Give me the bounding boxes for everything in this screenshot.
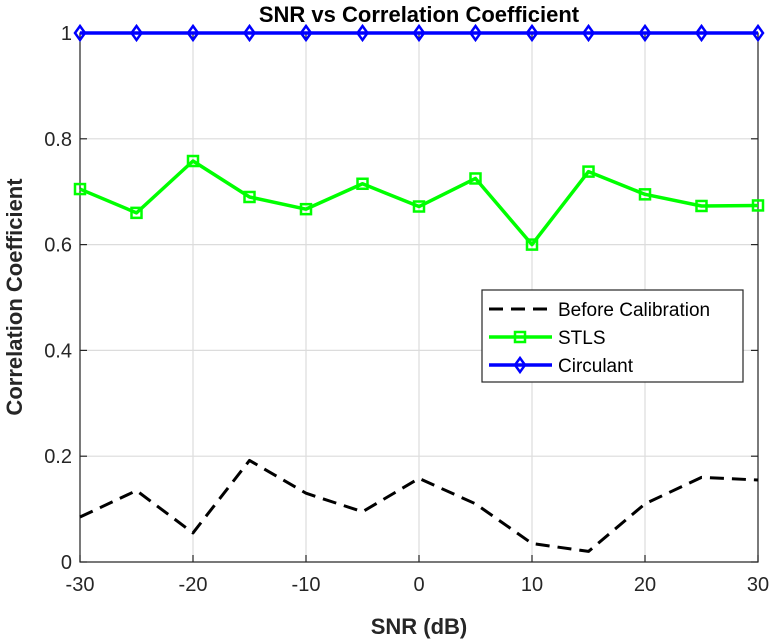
legend-label-stls: STLS xyxy=(558,328,606,349)
data-point-stls xyxy=(243,190,256,204)
data-point-circulant xyxy=(73,23,87,43)
data-point-circulant xyxy=(751,23,765,43)
legend-item-before-calibration: Before Calibration xyxy=(489,300,710,321)
y-tick-label: 0.4 xyxy=(44,340,72,362)
data-point-stls xyxy=(751,199,765,212)
series-circulant xyxy=(73,23,765,43)
series-line-before-calibration xyxy=(79,458,759,553)
x-tick-label: 10 xyxy=(521,574,543,596)
data-point-circulant xyxy=(355,23,370,43)
y-tick-label: 1 xyxy=(61,23,72,45)
legend-label-before-calibration: Before Calibration xyxy=(558,300,710,321)
x-tick-label: 30 xyxy=(747,574,769,596)
series-line-stls xyxy=(79,159,759,247)
legend-label-circulant: Circulant xyxy=(558,356,634,377)
series-group xyxy=(73,23,765,553)
data-point-circulant xyxy=(242,23,257,43)
y-tick-label: 0.6 xyxy=(44,235,72,257)
data-point-stls xyxy=(695,199,708,213)
y-tick-label: 0 xyxy=(61,552,72,574)
data-point-circulant xyxy=(299,23,313,43)
data-point-circulant xyxy=(638,23,652,43)
legend-marker-circulant xyxy=(513,355,527,375)
data-point-circulant xyxy=(412,23,426,43)
data-point-circulant xyxy=(694,23,709,43)
series-stls xyxy=(73,154,765,251)
data-point-stls xyxy=(638,188,652,201)
x-axis-title: SNR (dB) xyxy=(371,614,468,639)
legend: Before Calibration STLS Circulant xyxy=(481,289,744,383)
y-axis-title: Correlation Coefficient xyxy=(2,178,27,416)
x-tick-label: -10 xyxy=(292,574,321,596)
x-tick-label: -30 xyxy=(66,574,95,596)
data-point-circulant xyxy=(186,23,200,43)
data-point-stls xyxy=(469,172,482,185)
y-tick-label: 0.8 xyxy=(44,129,72,151)
data-point-stls xyxy=(186,154,200,168)
data-point-circulant xyxy=(581,23,596,43)
data-point-circulant xyxy=(525,23,539,43)
data-point-stls xyxy=(582,165,595,178)
data-point-stls xyxy=(73,182,87,196)
series-before-calibration xyxy=(79,458,759,553)
data-point-stls xyxy=(525,238,539,251)
legend-item-circulant: Circulant xyxy=(489,355,634,377)
x-tick-label: 20 xyxy=(634,574,656,596)
data-point-stls xyxy=(299,202,313,216)
x-tick-label: 0 xyxy=(413,574,424,596)
chart-title: SNR vs Correlation Coefficient xyxy=(259,2,580,27)
data-point-circulant xyxy=(468,23,483,43)
x-tick-label: -20 xyxy=(179,574,208,596)
data-point-circulant xyxy=(129,23,144,43)
legend-marker-stls xyxy=(513,330,527,344)
y-tick-label: 0.2 xyxy=(44,446,72,468)
data-point-stls xyxy=(356,177,369,191)
legend-item-stls: STLS xyxy=(489,328,606,349)
data-point-stls xyxy=(412,200,426,213)
data-point-stls xyxy=(130,206,143,220)
